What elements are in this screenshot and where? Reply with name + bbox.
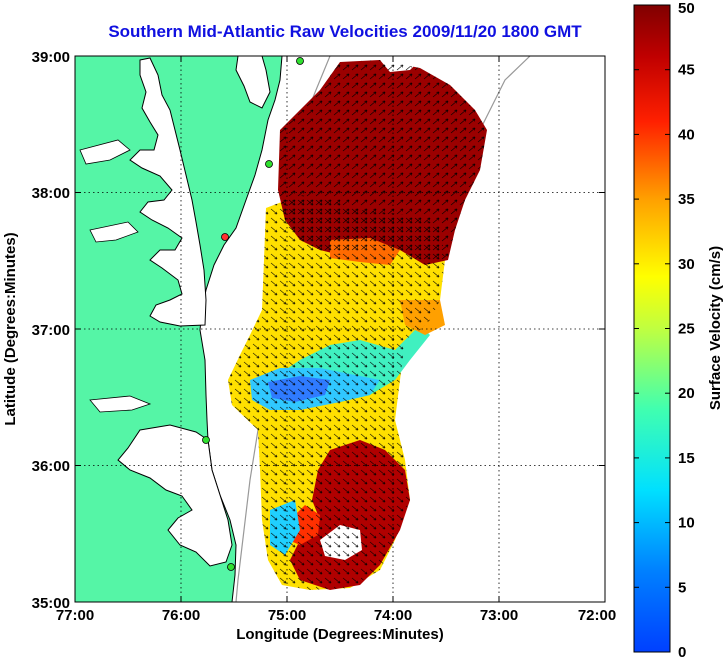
x-tick-label: 77:00	[56, 607, 94, 624]
x-tick-label: 75:00	[268, 607, 306, 624]
x-tick-marks	[74, 56, 606, 602]
pamlico-sound	[117, 424, 233, 567]
colorbar-tick-label: 45	[678, 62, 695, 79]
colorbar-tick-label: 35	[678, 191, 695, 208]
y-tick-label: 35:00	[32, 595, 70, 612]
velocity-vectors	[228, 195, 445, 590]
colorbar-tick-label: 20	[678, 385, 695, 402]
y-tick-label: 37:00	[32, 322, 70, 339]
river-estuary	[89, 221, 139, 243]
colorbar-tick-label: 50	[678, 0, 695, 17]
colorbar-tick-label: 30	[678, 256, 695, 273]
y-axis-label: Latitude (Degrees:Minutes)	[2, 232, 19, 425]
river-estuary	[79, 139, 131, 165]
radar-station-marker	[227, 563, 235, 571]
colorbar-ticks: 0 5 10 15 20 25 30 35 40 45 50	[634, 0, 695, 659]
y-tick-label: 39:00	[32, 49, 70, 66]
y-tick-marks	[75, 192, 605, 466]
colorbar	[633, 4, 671, 653]
x-tick-label: 76:00	[162, 607, 200, 624]
radar-station-marker	[202, 436, 210, 444]
river-estuary	[89, 395, 152, 413]
x-tick-label: 74:00	[374, 607, 412, 624]
colorbar-tick-label: 40	[678, 126, 695, 143]
x-tick-label: 72:00	[578, 607, 616, 624]
y-tick-label: 36:00	[32, 458, 70, 475]
radar-station-marker	[265, 160, 273, 168]
radar-station-marker	[296, 57, 304, 65]
delaware-bay	[235, 56, 271, 109]
x-tick-label: 73:00	[480, 607, 518, 624]
colorbar-tick-label: 15	[678, 450, 695, 467]
colorbar-tick-label: 0	[678, 644, 686, 659]
colorbar-label: Surface Velocity (cm/s)	[707, 246, 724, 410]
chesapeake-bay	[129, 57, 207, 327]
colorbar-tick-label: 5	[678, 579, 686, 596]
colorbar-tick-label: 25	[678, 321, 695, 338]
colorbar-tick-label: 10	[678, 515, 695, 532]
map-title: Southern Mid-Atlantic Raw Velocities 200…	[108, 22, 582, 41]
grid-lines	[75, 56, 605, 602]
radar-station-marker	[221, 233, 229, 241]
y-tick-label: 38:00	[32, 185, 70, 202]
x-axis-label: Longitude (Degrees:Minutes)	[236, 626, 444, 643]
